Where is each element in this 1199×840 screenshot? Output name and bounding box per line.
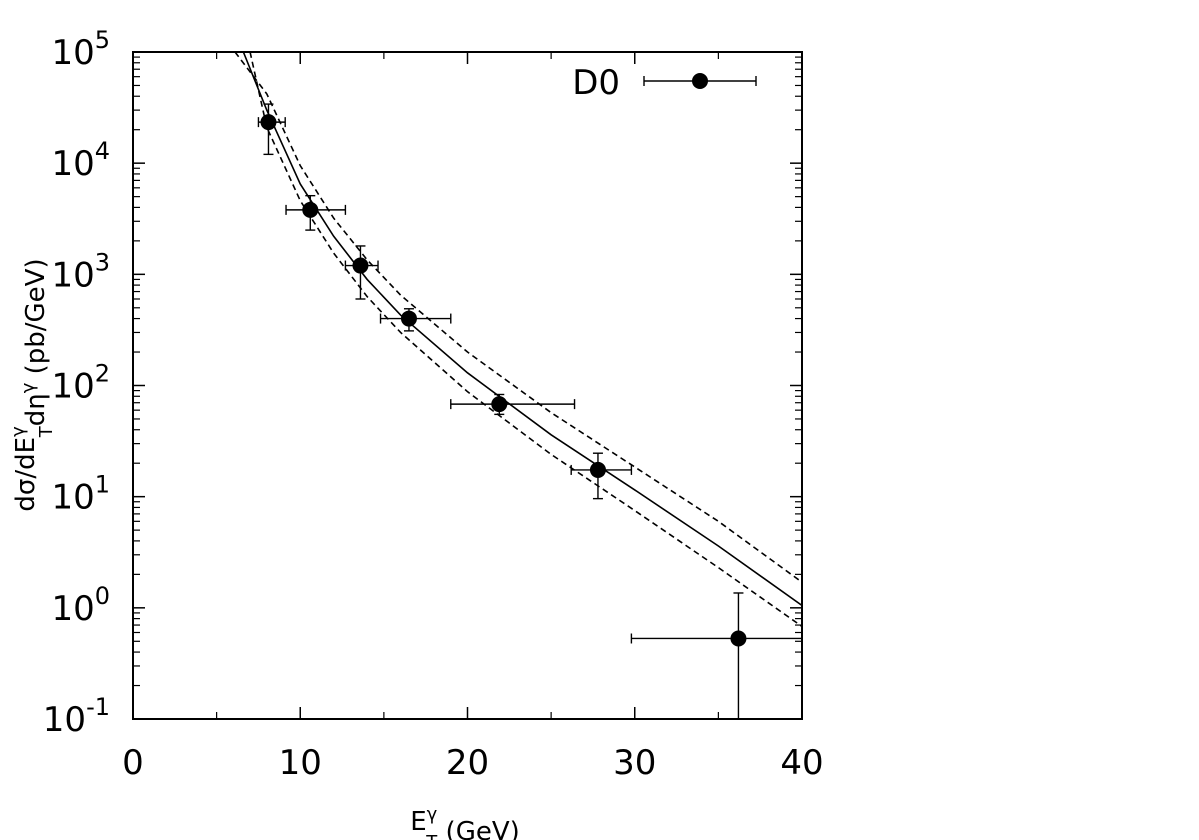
data-point: [589, 461, 606, 478]
y-tick-exponent: 2: [95, 360, 110, 388]
legend-label: D0: [572, 63, 620, 103]
theory-curve: [249, 52, 802, 628]
axis-label-part: E: [410, 807, 426, 837]
y-tick-label: 105: [51, 26, 110, 73]
y-tick-label: 10-1: [43, 693, 110, 740]
y-tick-base: 10: [51, 33, 94, 73]
y-tick-label: 101: [51, 471, 110, 518]
y-tick-label: 100: [51, 582, 110, 629]
y-tick-exponent: 0: [95, 582, 110, 610]
y-tick-base: 10: [43, 700, 86, 740]
y-tick-exponent: 1: [95, 471, 110, 499]
y-tick-base: 10: [51, 255, 94, 295]
legend-marker: [692, 73, 708, 89]
data-point: [491, 396, 508, 413]
data-point: [260, 114, 277, 131]
theory-curve: [242, 52, 802, 607]
x-tick-label: 0: [122, 743, 144, 783]
y-tick-base: 10: [51, 589, 94, 629]
y-tick-label: 104: [51, 137, 110, 184]
axis-label-part: γ: [18, 382, 39, 393]
x-tick-label: 10: [279, 743, 322, 783]
theory-curve: [234, 52, 802, 583]
data-point: [352, 257, 369, 274]
y-tick-label: 103: [51, 248, 110, 295]
y-tick-label: 102: [51, 360, 110, 407]
x-tick-label: 30: [613, 743, 656, 783]
y-tick-exponent: 3: [95, 248, 110, 276]
axis-label-part: (pb/GeV): [21, 258, 51, 382]
y-tick-base: 10: [51, 144, 94, 184]
data-point: [400, 310, 417, 327]
data-point: [730, 630, 747, 647]
axis-label-part: T: [36, 425, 57, 438]
axis-label-part: dη: [21, 393, 51, 426]
y-tick-base: 10: [51, 478, 94, 518]
data-point: [302, 201, 319, 218]
x-tick-label: 40: [780, 743, 823, 783]
axis-label-part: γ: [8, 426, 29, 437]
y-tick-base: 10: [51, 367, 94, 407]
data-series: [257, 103, 802, 719]
axis-label-part: γ: [427, 804, 438, 825]
y-tick-exponent: 5: [95, 26, 110, 54]
x-tick-label: 20: [446, 743, 489, 783]
x-axis-label: EγT (GeV): [410, 804, 520, 840]
plot-frame: [132, 51, 803, 720]
y-tick-exponent: 4: [95, 137, 110, 165]
axis-label-part: dσ/dE: [11, 437, 41, 512]
axis-label-part: T: [425, 832, 438, 840]
axis-label-part: (GeV): [437, 817, 519, 840]
y-tick-exponent: -1: [86, 693, 110, 721]
y-axis-label: dσ/dEγ Tdηγ (pb/GeV): [8, 258, 57, 511]
